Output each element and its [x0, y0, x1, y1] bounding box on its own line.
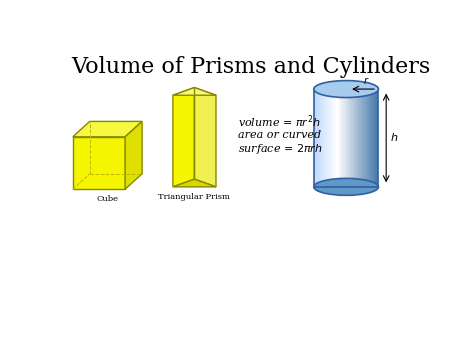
Polygon shape: [362, 89, 364, 187]
Polygon shape: [361, 89, 362, 187]
Polygon shape: [194, 88, 216, 187]
Ellipse shape: [314, 80, 378, 98]
Polygon shape: [125, 121, 142, 189]
Text: h: h: [391, 133, 398, 143]
Polygon shape: [337, 89, 338, 187]
Polygon shape: [348, 89, 349, 187]
Polygon shape: [369, 89, 370, 187]
Polygon shape: [328, 89, 330, 187]
Polygon shape: [353, 89, 354, 187]
Polygon shape: [320, 89, 322, 187]
Polygon shape: [325, 89, 327, 187]
Text: volume = $\pi r^2 h$: volume = $\pi r^2 h$: [238, 113, 321, 130]
Polygon shape: [357, 89, 359, 187]
Polygon shape: [173, 88, 194, 187]
Polygon shape: [345, 89, 346, 187]
Polygon shape: [351, 89, 353, 187]
Polygon shape: [322, 89, 324, 187]
Polygon shape: [332, 89, 333, 187]
Polygon shape: [375, 89, 377, 187]
Text: Volume of Prisms and Cylinders: Volume of Prisms and Cylinders: [71, 56, 431, 78]
Ellipse shape: [314, 178, 378, 195]
Polygon shape: [335, 89, 337, 187]
Polygon shape: [73, 121, 142, 137]
Polygon shape: [354, 89, 356, 187]
Polygon shape: [317, 89, 319, 187]
Polygon shape: [364, 89, 365, 187]
Polygon shape: [173, 88, 216, 95]
Polygon shape: [173, 179, 216, 187]
Polygon shape: [330, 89, 332, 187]
Polygon shape: [327, 89, 328, 187]
Polygon shape: [324, 89, 325, 187]
Polygon shape: [315, 89, 317, 187]
Polygon shape: [370, 89, 372, 187]
Text: Cube: Cube: [96, 195, 118, 203]
Polygon shape: [374, 89, 375, 187]
Polygon shape: [346, 89, 348, 187]
Text: r: r: [364, 76, 367, 86]
Text: Triangular Prism: Triangular Prism: [158, 193, 230, 201]
Polygon shape: [359, 89, 361, 187]
Polygon shape: [349, 89, 351, 187]
Polygon shape: [73, 137, 125, 189]
Text: surface = $2\pi rh$: surface = $2\pi rh$: [238, 142, 323, 156]
Polygon shape: [333, 89, 335, 187]
Polygon shape: [319, 89, 320, 187]
Polygon shape: [341, 89, 343, 187]
Polygon shape: [340, 89, 341, 187]
Polygon shape: [356, 89, 357, 187]
Polygon shape: [377, 89, 378, 187]
Text: area or curved: area or curved: [238, 130, 321, 140]
Polygon shape: [372, 89, 374, 187]
Polygon shape: [343, 89, 345, 187]
Polygon shape: [338, 89, 340, 187]
Polygon shape: [314, 89, 315, 187]
Polygon shape: [365, 89, 367, 187]
Polygon shape: [367, 89, 369, 187]
